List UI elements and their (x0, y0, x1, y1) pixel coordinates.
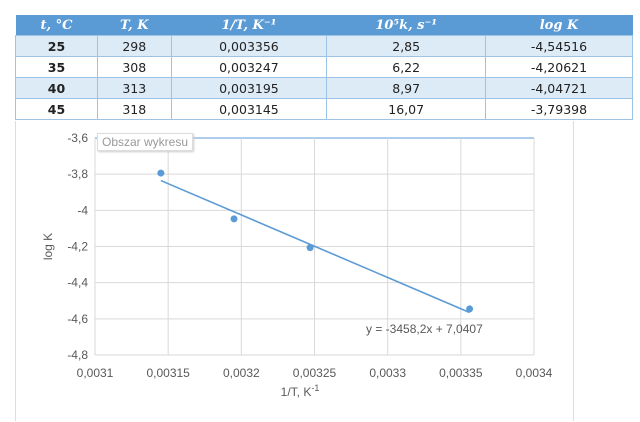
header-k: 10⁵k, s⁻¹ (326, 15, 486, 36)
data-point (157, 169, 165, 177)
data-table: t, °C T, K 1/T, K⁻¹ 10⁵k, s⁻¹ log K 25 29… (15, 15, 634, 120)
table-cell: -3,79398 (484, 98, 634, 120)
x-axis-title-superscript: -1 (311, 383, 319, 393)
data-point (230, 215, 238, 223)
x-axis-title-text: 1/T, K (281, 385, 312, 399)
table-cell: 298 (96, 35, 172, 57)
y-tick-label: -4 (77, 203, 88, 217)
table-cell: 16,07 (326, 98, 486, 120)
table-cell: 0,003356 (170, 35, 328, 57)
header-T: T, K (97, 15, 171, 36)
table-row: 25 298 0,003356 2,85 -4,54516 (15, 35, 634, 57)
table-header: t, °C T, K 1/T, K⁻¹ 10⁵k, s⁻¹ log K (15, 15, 633, 36)
table-cell: -4,54516 (484, 35, 634, 57)
table-cell: 40 (15, 77, 98, 99)
x-tick-label: 0,00335 (439, 366, 483, 380)
y-axis-title: log K (41, 233, 55, 260)
table-cell: 313 (96, 77, 172, 99)
x-tick-label: 0,00325 (293, 366, 337, 380)
x-tick-label: 0,0034 (516, 366, 553, 380)
y-tick-label: -4,8 (67, 348, 88, 362)
y-tick-label: -4,2 (67, 240, 88, 254)
table-row: 40 313 0,003195 8,97 -4,04721 (15, 77, 634, 99)
data-point (306, 244, 314, 252)
x-tick-label: 0,0032 (223, 366, 260, 380)
x-tick-label: 0,0033 (369, 366, 406, 380)
table-row: 35 308 0,003247 6,22 -4,20621 (15, 56, 634, 78)
x-tick-label: 0,00315 (146, 366, 190, 380)
header-t: t, °C (15, 15, 98, 36)
trendline (160, 179, 470, 314)
table-cell: 0,003195 (170, 77, 328, 99)
table-cell: 318 (96, 98, 172, 120)
x-tick-label: 0,0031 (77, 366, 114, 380)
table-cell: 45 (15, 98, 98, 120)
y-tick-label: -4,4 (67, 276, 88, 290)
y-tick-label: -4,6 (67, 312, 88, 326)
header-inv-T: 1/T, K⁻¹ (171, 15, 327, 36)
trendline-equation: y = -3458,2x + 7,0407 (366, 322, 483, 336)
x-axis-title: 1/T, K-1 (281, 383, 320, 399)
table-cell: -4,20621 (484, 56, 634, 78)
table-cell: -4,04721 (484, 77, 634, 99)
header-logK: log K (485, 15, 633, 36)
table-cell: 8,97 (326, 77, 486, 99)
chart-area[interactable] (15, 121, 574, 421)
table-cell: 0,003145 (170, 98, 328, 120)
table-cell: 25 (15, 35, 98, 57)
y-tick-label: -3,6 (67, 131, 88, 145)
table-row: 45 318 0,003145 16,07 -3,79398 (15, 98, 634, 120)
chart-area-tooltip: Obszar wykresu (97, 133, 194, 151)
y-tick-label: -3,8 (67, 167, 88, 181)
data-point (466, 305, 474, 313)
